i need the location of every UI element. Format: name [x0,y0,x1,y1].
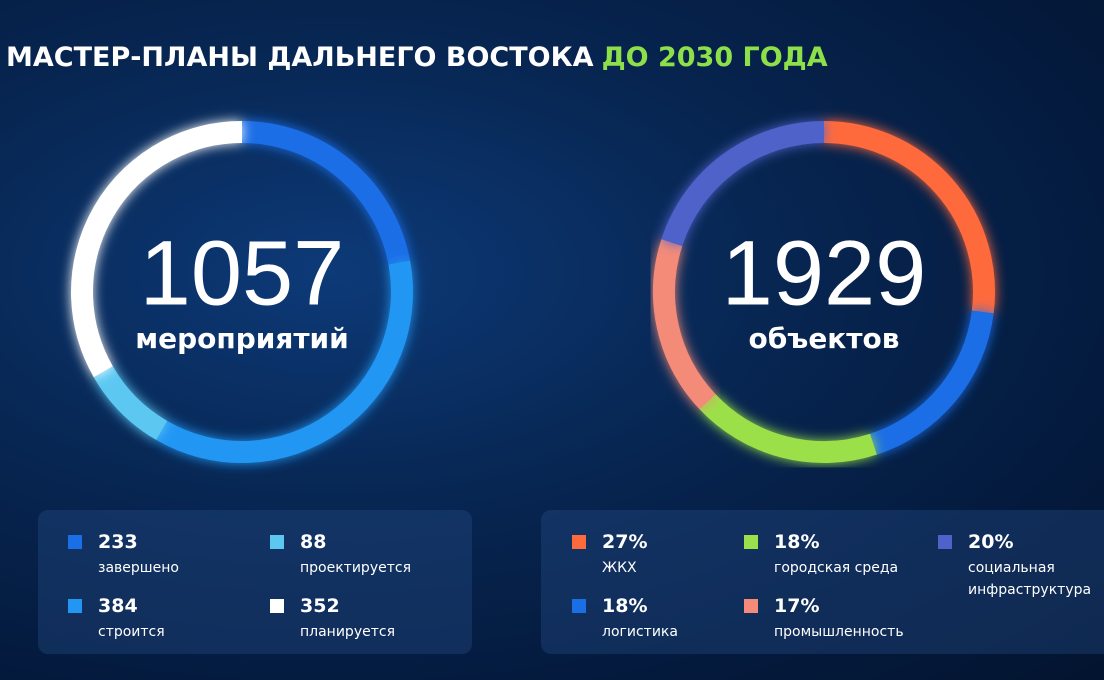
legend-value: 384 [98,595,138,617]
legend-panel [38,510,472,654]
legend-label: логистика [602,624,678,640]
center-total: 1057 [140,222,345,324]
legend-label: проектируется [300,560,411,576]
donut-segment [661,121,825,247]
legend-value: 17% [774,595,820,617]
legend-value: 352 [300,595,340,617]
donut-segment [156,260,413,463]
legend-label: планируется [300,624,395,640]
center-total: 1929 [722,222,927,324]
donut-segment [869,310,994,455]
center-label: мероприятий [135,322,349,355]
legend-swatch [572,535,586,549]
legend-panel [541,510,1104,654]
legend-swatch [68,599,82,613]
legend-swatch [68,535,82,549]
legend-label: городская среда [774,560,899,576]
legend-value: 233 [98,531,138,553]
legend-value: 20% [968,531,1014,553]
title-highlight: ДО 2030 ГОДА [602,42,828,73]
donut-segment [71,121,243,378]
legend-value: 18% [774,531,820,553]
title-main: МАСТЕР-ПЛАНЫ ДАЛЬНЕГО ВОСТОКА [6,42,594,73]
donut-segment [699,393,877,463]
legend-swatch [270,535,284,549]
legend-label: социальная инфраструктура [968,560,1092,598]
legend-value: 88 [300,531,327,553]
legend-label: завершено [98,560,179,576]
donut-segment [823,121,995,314]
title: МАСТЕР-ПЛАНЫ ДАЛЬНЕГО ВОСТОКА ДО 2030 ГОД… [6,42,828,73]
legend-swatch [270,599,284,613]
center-label: объектов [748,322,899,355]
legend-label: ЖКХ [602,560,637,576]
legend-value: 27% [602,531,648,553]
legend-swatch [938,535,952,549]
legend-label: строится [98,624,165,640]
donut-segment [241,121,411,265]
legend-label: промышленность [774,624,904,640]
donut-segment [653,239,716,410]
legend-swatch [744,535,758,549]
donut-segment [93,366,168,440]
legend-swatch [572,599,586,613]
legend-value: 18% [602,595,648,617]
legend-swatch [744,599,758,613]
